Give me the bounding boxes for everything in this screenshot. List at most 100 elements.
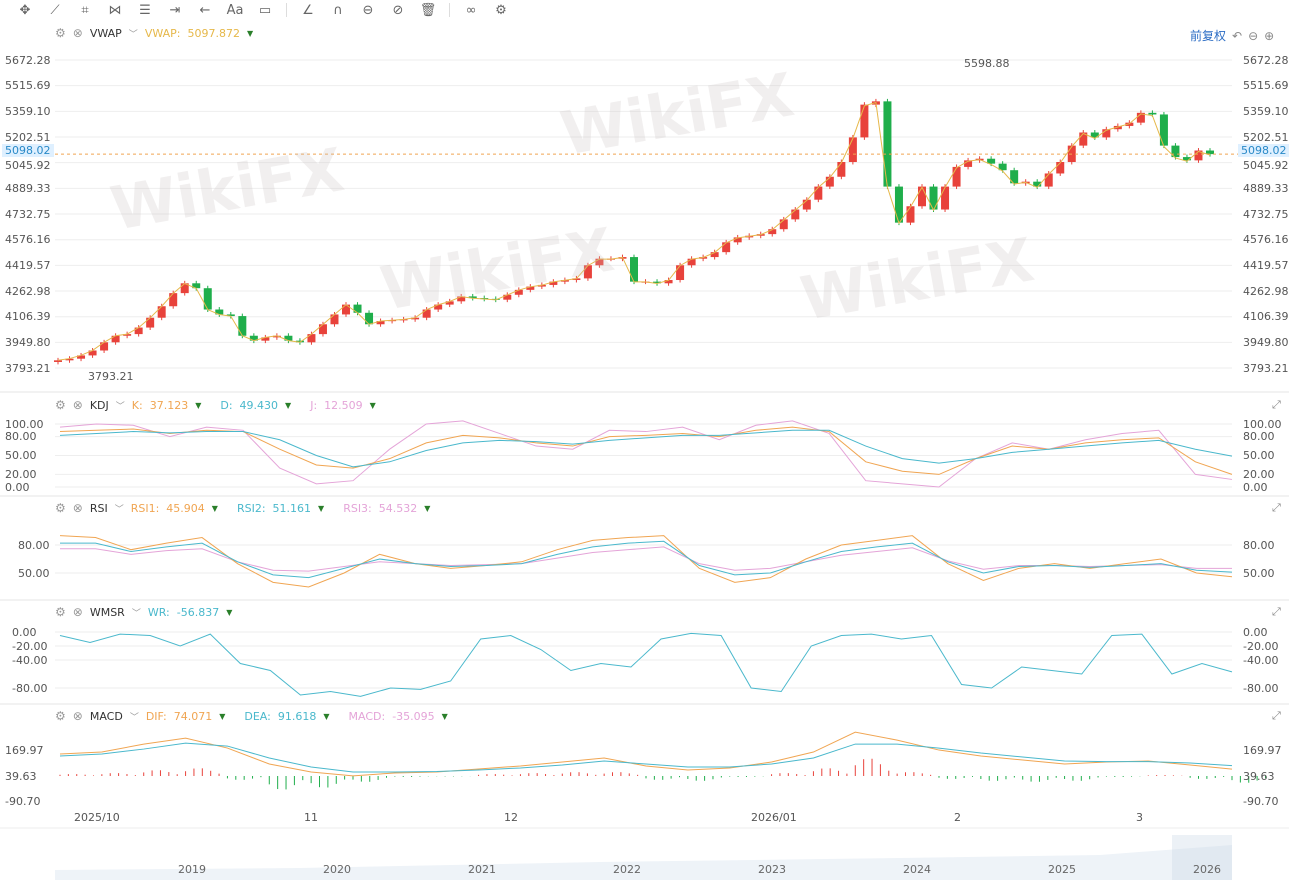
candle [330,314,339,325]
caret-down-icon[interactable]: ▼ [441,711,448,721]
wr-tick: -20.00 [1243,639,1279,653]
close-icon[interactable]: ⊗ [72,26,83,40]
date-tick: 2026/01 [751,811,797,824]
caret-down-icon[interactable]: ▼ [226,607,233,617]
wr-tick: -80.00 [1243,681,1279,695]
candle [77,355,86,359]
comment-icon[interactable]: ▭ [258,2,272,18]
settings-icon[interactable]: ⚙ [495,2,507,18]
chevron-down-icon[interactable]: ﹀ [128,29,138,40]
caret-down-icon[interactable]: ▼ [323,711,330,721]
text-icon[interactable]: Aa [226,2,244,18]
chevron-down-icon[interactable]: ﹀ [131,608,141,619]
indicator-name[interactable]: WMSR [89,605,125,619]
magnet-icon[interactable]: ∩ [333,2,343,18]
price-tick: 4732.75 [5,207,51,221]
candle [733,237,742,243]
candle [802,199,811,210]
close-icon[interactable]: ⊗ [72,398,83,412]
candle [434,304,443,310]
chevron-down-icon[interactable]: ﹀ [114,504,124,515]
chevron-down-icon[interactable]: ﹀ [115,401,125,412]
wr-tick: 0.00 [12,625,37,639]
angle-icon[interactable]: ∠ [302,2,314,18]
indicator-name[interactable]: KDJ [89,398,109,412]
price-tick: 5359.10 [5,104,51,118]
settings-icon[interactable]: ⚙ [55,605,66,619]
candle [1090,132,1099,138]
pattern-icon[interactable]: ⋈ [108,2,122,18]
close-icon[interactable]: ⊗ [72,709,83,723]
k-label: K: [131,398,143,412]
price-tick: 5515.69 [1243,79,1289,93]
settings-icon[interactable]: ⚙ [55,398,66,412]
move-icon[interactable]: ✥ [19,2,31,18]
candle [583,265,592,279]
candle [1159,114,1168,146]
caret-down-icon[interactable]: ▼ [219,711,226,721]
rsi1-label: RSI1: [130,501,160,515]
caret-down-icon[interactable]: ▼ [246,28,254,38]
candle [883,101,892,187]
candle [468,296,477,299]
trend-line-icon[interactable]: ⟋ [50,2,60,18]
caret-down-icon[interactable]: ▼ [424,503,431,513]
expand-icon[interactable]: ⤢ [1272,709,1281,722]
indicator-name[interactable]: MACD [89,709,123,723]
undo-icon[interactable]: ↶ [1232,28,1243,43]
trash-icon[interactable]: 🗑 [419,2,437,18]
candle [226,314,235,317]
close-icon[interactable]: ⊗ [72,501,83,515]
candle [157,306,166,318]
expand-icon[interactable]: ⤢ [1272,398,1281,411]
kdj-legend: ⚙ ⊗ KDJ ﹀ K: 37.123 ▼ D: 49.430 ▼ J: 12.509 ▼ [55,398,376,412]
zoom-out-icon[interactable]: ⊖ [1248,28,1259,43]
indicator-name[interactable]: VWAP [89,26,122,40]
candle [192,283,201,289]
expand-icon[interactable]: ⤢ [1272,605,1281,618]
caret-down-icon[interactable]: ▼ [211,503,218,513]
lock-icon[interactable]: ⊖ [362,2,374,18]
price-tick: 4889.33 [5,181,51,195]
candle [653,281,662,284]
candle [100,342,109,351]
wr-tick: -80.00 [12,681,48,695]
indicator-name[interactable]: RSI [89,501,108,515]
caret-down-icon[interactable]: ▼ [318,503,325,513]
candle [54,360,62,362]
wr-label: WR: [147,605,170,619]
candle [180,283,189,294]
navigator-year: 2024 [903,863,931,876]
shape-icon[interactable]: ⌗ [81,2,89,18]
adjust-button[interactable]: 前复权 [1190,29,1227,43]
macd-tick: -90.70 [5,795,41,809]
hide-icon[interactable]: ⊘ [392,2,404,18]
kdj-tick: 0.00 [5,480,30,494]
link-icon[interactable]: ∞ [465,2,477,18]
candle [768,229,777,235]
measure-icon[interactable]: ⇥ [169,2,181,18]
k-value: 37.123 [149,398,189,412]
arrow-icon[interactable]: ← [199,2,211,18]
kdj-tick: 80.00 [5,430,37,444]
fib-icon[interactable]: ☰ [139,2,151,18]
settings-icon[interactable]: ⚙ [55,501,66,515]
caret-down-icon[interactable]: ▼ [285,400,292,410]
navigator-window [1172,835,1232,880]
zoom-in-icon[interactable]: ⊕ [1264,28,1275,43]
settings-icon[interactable]: ⚙ [55,709,66,723]
caret-down-icon[interactable]: ▼ [195,400,202,410]
chevron-down-icon[interactable]: ﹀ [129,712,139,723]
candle [560,280,569,282]
candle [779,219,788,230]
expand-icon[interactable]: ⤢ [1272,501,1281,514]
vwap-value: 5097.872 [187,26,240,40]
price-tick: 4732.75 [1243,207,1289,221]
settings-icon[interactable]: ⚙ [55,26,66,40]
close-icon[interactable]: ⊗ [72,605,83,619]
candle [411,317,420,320]
candle [1033,181,1042,187]
caret-down-icon[interactable]: ▼ [369,400,376,410]
drawing-toolbar: ✥ ⟋ ⌗ ⋈ ☰ ⇥ ← Aa ▭ ∠ ∩ ⊖ ⊘ 🗑 ∞ ⚙ [0,0,1289,20]
